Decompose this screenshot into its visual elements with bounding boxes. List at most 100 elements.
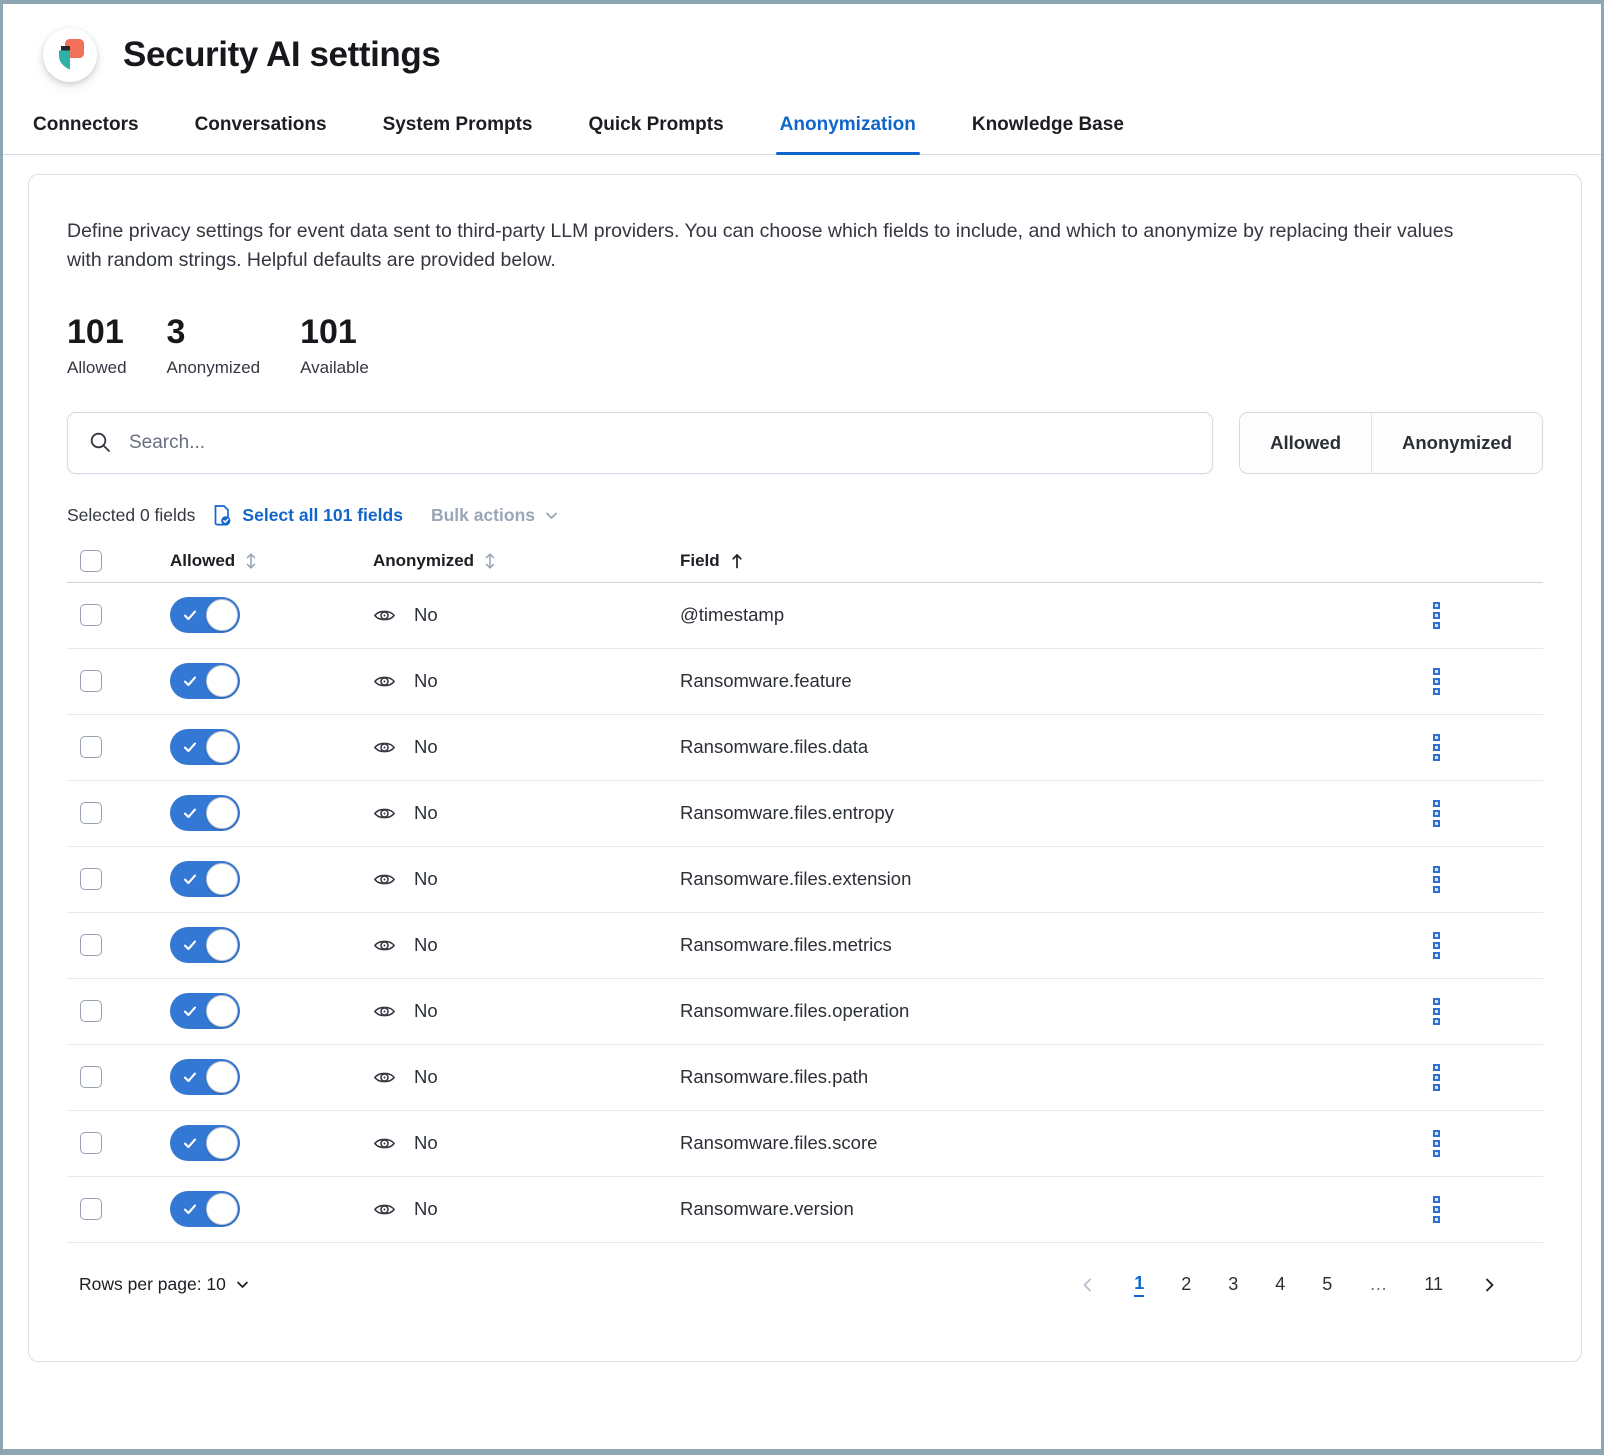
- table-row: No Ransomware.version: [67, 1177, 1543, 1243]
- allowed-toggle[interactable]: [170, 861, 240, 898]
- allowed-toggle[interactable]: [170, 729, 240, 766]
- allowed-toggle[interactable]: [170, 1125, 240, 1162]
- boxes-vertical-icon[interactable]: [1433, 1195, 1440, 1223]
- field-name: Ransomware.files.path: [680, 1066, 869, 1088]
- pagination-page-4[interactable]: 4: [1275, 1274, 1286, 1295]
- tab-quick-prompts[interactable]: Quick Prompts: [588, 114, 724, 135]
- sort-arrows-icon[interactable]: [243, 552, 259, 570]
- row-checkbox[interactable]: [80, 736, 102, 759]
- rows-per-page-label: Rows per page: 10: [79, 1274, 226, 1295]
- row-checkbox[interactable]: [80, 604, 102, 627]
- filter-allowed-button[interactable]: Allowed: [1240, 412, 1372, 473]
- row-checkbox[interactable]: [80, 1066, 102, 1089]
- filter-anonymized-button[interactable]: Anonymized: [1371, 412, 1542, 473]
- row-checkbox[interactable]: [80, 868, 102, 891]
- bulk-actions-button[interactable]: Bulk actions: [431, 505, 559, 526]
- stats-row: 101 Allowed 3 Anonymized 101 Available: [67, 315, 1543, 378]
- stat-available: 101 Available: [300, 315, 369, 378]
- pagination-page-2[interactable]: 2: [1181, 1274, 1192, 1295]
- chevron-right-icon[interactable]: [1480, 1276, 1498, 1294]
- eye-icon: [373, 604, 396, 627]
- sort-arrows-icon[interactable]: [482, 552, 498, 570]
- tab-knowledge-base[interactable]: Knowledge Base: [971, 114, 1124, 135]
- select-all-checkbox[interactable]: [80, 550, 102, 573]
- eye-icon: [373, 802, 396, 825]
- page-header: Security AI settings: [3, 4, 1601, 86]
- boxes-vertical-icon[interactable]: [1433, 1063, 1440, 1091]
- rows-per-page-selector[interactable]: Rows per page: 10: [79, 1274, 250, 1295]
- pagination-page-1[interactable]: 1: [1134, 1273, 1145, 1297]
- tab-conversations[interactable]: Conversations: [194, 114, 327, 135]
- table-row: No Ransomware.files.data: [67, 715, 1543, 781]
- table-row: No Ransomware.files.score: [67, 1111, 1543, 1177]
- stat-anonymized: 3 Anonymized: [167, 315, 261, 378]
- row-checkbox[interactable]: [80, 802, 102, 825]
- boxes-vertical-icon[interactable]: [1433, 1129, 1440, 1157]
- boxes-vertical-icon[interactable]: [1433, 931, 1440, 959]
- tab-system-prompts[interactable]: System Prompts: [382, 114, 533, 135]
- pagination-page-5[interactable]: 5: [1322, 1274, 1333, 1295]
- table-row: No @timestamp: [67, 583, 1543, 649]
- tab-anonymization[interactable]: Anonymization: [775, 104, 921, 155]
- boxes-vertical-icon[interactable]: [1433, 601, 1440, 629]
- panel-description: Define privacy settings for event data s…: [67, 220, 1454, 271]
- toggle-knob: [206, 797, 238, 830]
- table-row: No Ransomware.files.metrics: [67, 913, 1543, 979]
- eye-icon: [373, 736, 396, 759]
- fields-table: Allowed Anonymized Field: [67, 541, 1543, 1243]
- page-list: 1 2 3 4 5 … 11: [1134, 1273, 1443, 1297]
- eye-icon: [373, 934, 396, 957]
- boxes-vertical-icon[interactable]: [1433, 865, 1440, 893]
- filter-group: Allowed Anonymized: [1239, 411, 1543, 474]
- tab-connectors[interactable]: Connectors: [33, 114, 139, 135]
- controls-row: Allowed Anonymized: [67, 411, 1543, 474]
- row-checkbox[interactable]: [80, 1198, 102, 1221]
- anonymized-value: No: [414, 1066, 438, 1088]
- table-row: No Ransomware.files.path: [67, 1045, 1543, 1111]
- row-checkbox[interactable]: [80, 1132, 102, 1155]
- pagination-page-3[interactable]: 3: [1228, 1274, 1239, 1295]
- boxes-vertical-icon[interactable]: [1433, 667, 1440, 695]
- allowed-toggle[interactable]: [170, 993, 240, 1030]
- allowed-toggle[interactable]: [170, 597, 240, 634]
- boxes-vertical-icon[interactable]: [1433, 733, 1440, 761]
- field-name: Ransomware.files.entropy: [680, 802, 894, 824]
- page-ellipsis: …: [1369, 1274, 1388, 1295]
- stat-value: 101: [67, 312, 124, 351]
- row-checkbox[interactable]: [80, 1000, 102, 1023]
- boxes-vertical-icon[interactable]: [1433, 997, 1440, 1025]
- boxes-vertical-icon[interactable]: [1433, 799, 1440, 827]
- stat-allowed: 101 Allowed: [67, 315, 127, 378]
- bulk-actions-label: Bulk actions: [430, 504, 535, 525]
- eye-icon: [373, 868, 396, 891]
- select-all-link[interactable]: Select all 101 fields: [211, 504, 403, 527]
- toggle-knob: [206, 599, 238, 632]
- pagination-page-11[interactable]: 11: [1424, 1274, 1443, 1295]
- anonymized-value: No: [414, 934, 438, 956]
- anonymized-value: No: [414, 868, 438, 890]
- row-checkbox[interactable]: [80, 934, 102, 957]
- anonymized-value: No: [414, 604, 438, 626]
- chevron-down-icon: [544, 508, 559, 523]
- toggle-knob: [206, 731, 238, 764]
- field-name: Ransomware.version: [680, 1198, 854, 1220]
- pagination-row: Rows per page: 10 1 2 3 4 5 … 11: [67, 1273, 1543, 1297]
- column-header-anonymized[interactable]: Anonymized: [373, 551, 475, 571]
- column-header-field[interactable]: Field: [680, 551, 720, 571]
- toggle-knob: [206, 1061, 238, 1094]
- stat-label: Anonymized: [166, 357, 261, 377]
- eye-icon: [373, 1000, 396, 1023]
- allowed-toggle[interactable]: [170, 663, 240, 700]
- chevron-left-icon[interactable]: [1079, 1276, 1097, 1294]
- column-header-allowed[interactable]: Allowed: [170, 551, 236, 571]
- table-row: No Ransomware.feature: [67, 649, 1543, 715]
- search-input[interactable]: [127, 430, 1192, 455]
- search-icon: [89, 431, 112, 454]
- anonymized-value: No: [414, 1000, 438, 1022]
- allowed-toggle[interactable]: [170, 1191, 240, 1228]
- row-checkbox[interactable]: [80, 670, 102, 693]
- pager: 1 2 3 4 5 … 11: [1079, 1273, 1498, 1297]
- allowed-toggle[interactable]: [170, 795, 240, 832]
- allowed-toggle[interactable]: [170, 927, 240, 964]
- allowed-toggle[interactable]: [170, 1059, 240, 1096]
